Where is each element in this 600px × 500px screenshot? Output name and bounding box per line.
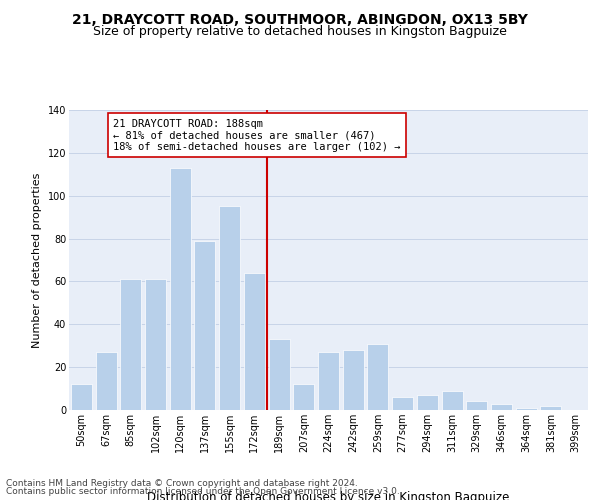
Bar — [269, 340, 290, 410]
Bar — [170, 168, 191, 410]
Bar — [442, 390, 463, 410]
Bar — [367, 344, 388, 410]
Bar — [244, 273, 265, 410]
X-axis label: Distribution of detached houses by size in Kingston Bagpuize: Distribution of detached houses by size … — [148, 491, 509, 500]
Bar — [71, 384, 92, 410]
Text: Contains public sector information licensed under the Open Government Licence v3: Contains public sector information licen… — [6, 487, 400, 496]
Bar — [392, 397, 413, 410]
Bar — [95, 352, 116, 410]
Bar — [466, 402, 487, 410]
Bar — [343, 350, 364, 410]
Text: Size of property relative to detached houses in Kingston Bagpuize: Size of property relative to detached ho… — [93, 25, 507, 38]
Bar — [120, 280, 141, 410]
Y-axis label: Number of detached properties: Number of detached properties — [32, 172, 42, 348]
Bar — [219, 206, 240, 410]
Bar — [293, 384, 314, 410]
Text: 21 DRAYCOTT ROAD: 188sqm
← 81% of detached houses are smaller (467)
18% of semi-: 21 DRAYCOTT ROAD: 188sqm ← 81% of detach… — [113, 118, 401, 152]
Bar — [541, 406, 562, 410]
Bar — [145, 280, 166, 410]
Text: 21, DRAYCOTT ROAD, SOUTHMOOR, ABINGDON, OX13 5BY: 21, DRAYCOTT ROAD, SOUTHMOOR, ABINGDON, … — [72, 12, 528, 26]
Bar — [516, 408, 537, 410]
Bar — [417, 395, 438, 410]
Bar — [491, 404, 512, 410]
Bar — [194, 240, 215, 410]
Bar — [318, 352, 339, 410]
Text: Contains HM Land Registry data © Crown copyright and database right 2024.: Contains HM Land Registry data © Crown c… — [6, 478, 358, 488]
